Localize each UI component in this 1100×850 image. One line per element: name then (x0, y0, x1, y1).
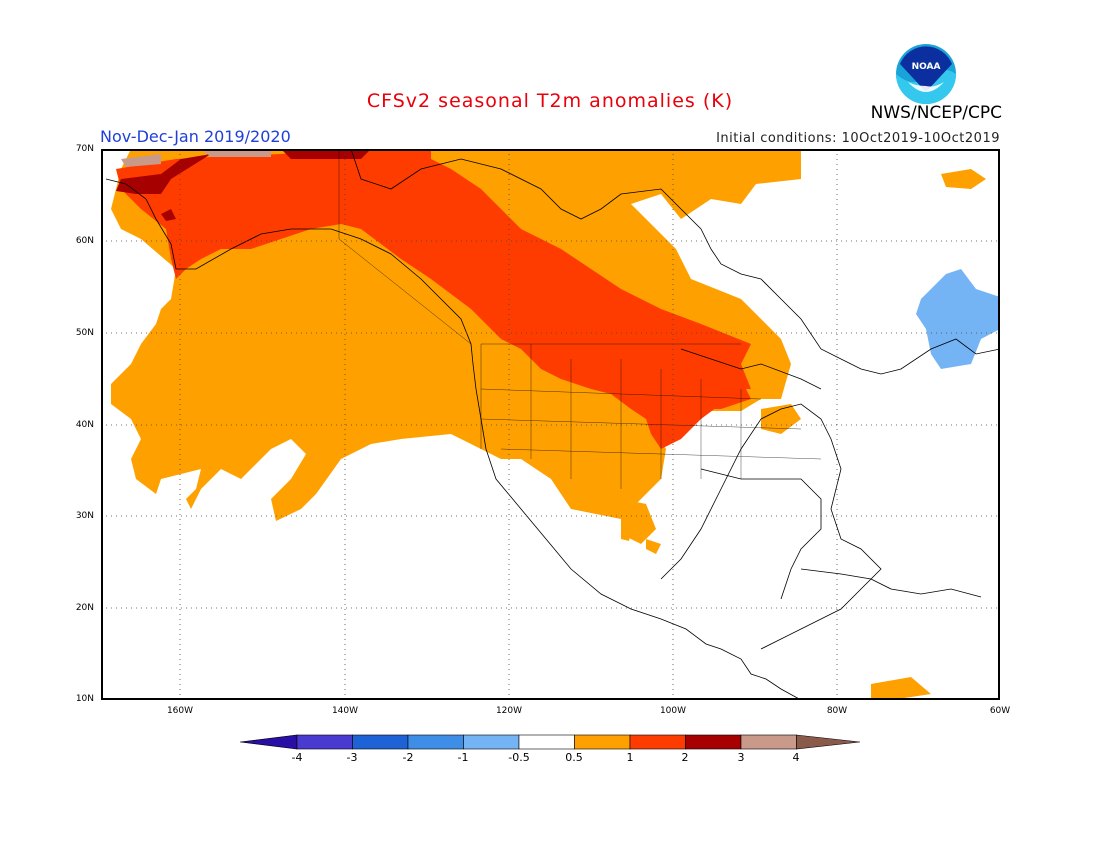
lat-label-10n: 10N (75, 694, 94, 704)
colorbar-label: -4 (291, 751, 303, 764)
colorbar-swatch (407, 734, 464, 750)
colorbar-swatch (463, 734, 520, 750)
colorbar-label: 1 (626, 751, 634, 764)
colorbar-swatch (740, 734, 797, 750)
lon-label-80w: 80W (826, 706, 848, 716)
lon-label-160w: 160W (166, 706, 194, 716)
lat-label-40n: 40N (75, 420, 94, 430)
colorbar-swatch (296, 734, 353, 750)
lat-label-60n: 60N (75, 236, 94, 246)
colorbar-swatch-below-neg4 (240, 734, 298, 750)
map-title: CFSv2 seasonal T2m anomalies (K) (366, 90, 734, 112)
colorbar-swatch (518, 734, 575, 750)
state-borders (338, 149, 822, 489)
lon-label-140w: 140W (331, 706, 359, 716)
colorbar-label: 3 (737, 751, 745, 764)
colorbar-label: -0.5 (508, 751, 530, 764)
lat-label-30n: 30N (75, 511, 94, 521)
colorbar-swatch (685, 734, 742, 750)
colorbar-label: -1 (457, 751, 469, 764)
lat-label-50n: 50N (75, 328, 94, 338)
forecast-period: Nov-Dec-Jan 2019/2020 (100, 127, 291, 146)
noaa-logo: NOAA (896, 44, 956, 104)
anomaly-field-orange (111, 149, 986, 700)
colorbar-swatch (629, 734, 686, 750)
lon-label-60w: 60W (989, 706, 1011, 716)
anomaly-map (101, 149, 1000, 700)
lat-label-70n: 70N (75, 144, 94, 154)
lon-label-120w: 120W (495, 706, 523, 716)
agency-label: NWS/NCEP/CPC (870, 103, 1002, 123)
colorbar-label: 0.5 (565, 751, 583, 764)
colorbar (240, 734, 861, 750)
coastlines (105, 149, 1000, 700)
graticule (101, 149, 1000, 700)
colorbar-label: 2 (681, 751, 689, 764)
anomaly-field-dark-red (116, 149, 371, 221)
lon-label-100w: 100W (659, 706, 687, 716)
anomaly-field-blue (916, 269, 1000, 369)
colorbar-label: -3 (346, 751, 358, 764)
initial-conditions: Initial conditions: 10Oct2019-10Oct2019 (716, 131, 1000, 146)
colorbar-swatch (352, 734, 409, 750)
noaa-logo-text: NOAA (912, 62, 941, 72)
colorbar-label: 4 (792, 751, 800, 764)
colorbar-label: -2 (402, 751, 414, 764)
colorbar-swatch-above-4 (796, 734, 861, 750)
lat-label-20n: 20N (75, 603, 94, 613)
colorbar-swatch (574, 734, 631, 750)
